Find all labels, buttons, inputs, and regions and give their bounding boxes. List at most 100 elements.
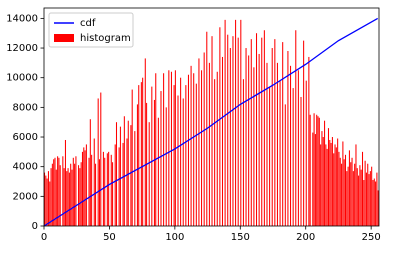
histogram-bar xyxy=(177,95,179,226)
histogram-bar xyxy=(314,134,316,226)
histogram-bar xyxy=(45,175,47,226)
histogram-bar xyxy=(216,71,218,226)
histogram-bar xyxy=(170,71,172,226)
histogram-bar xyxy=(81,151,83,226)
histogram-bar xyxy=(245,48,247,226)
histogram-bar xyxy=(274,39,276,227)
histogram-bar xyxy=(221,56,224,226)
histogram-bar xyxy=(253,67,255,226)
histogram-bar xyxy=(352,171,354,226)
y-tick-label: 14000 xyxy=(6,13,38,24)
y-tick-label: 4000 xyxy=(13,162,38,173)
histogram-bar xyxy=(110,154,112,226)
histogram-bar xyxy=(106,153,108,226)
histogram-bar xyxy=(312,132,314,226)
x-tick-label: 150 xyxy=(231,232,250,243)
histogram-bar xyxy=(148,122,150,226)
histogram-bar xyxy=(195,83,197,226)
histogram-bar xyxy=(377,190,379,226)
histogram-bar xyxy=(365,172,367,226)
histogram-bar xyxy=(290,65,292,226)
legend-label: histogram xyxy=(80,33,131,44)
histogram-bar xyxy=(318,117,320,226)
histogram-bar xyxy=(292,88,294,226)
histogram-bar xyxy=(136,104,138,226)
histogram-bar xyxy=(165,107,167,226)
histogram-bar xyxy=(350,162,352,226)
histogram-bar xyxy=(185,85,187,226)
histogram-bar xyxy=(320,144,322,226)
histogram-bar xyxy=(118,147,120,226)
histogram-bar xyxy=(47,171,49,226)
histogram-bar xyxy=(198,58,200,226)
histogram-bar xyxy=(91,154,93,226)
histogram-bar xyxy=(344,154,347,226)
histogram-bar xyxy=(97,98,99,226)
histogram-bar xyxy=(338,151,340,226)
histogram-bar xyxy=(62,156,64,226)
histogram-bar xyxy=(140,82,142,226)
histogram-bar xyxy=(330,142,332,226)
histogram-bar xyxy=(80,162,82,226)
histogram-bar xyxy=(130,125,132,226)
histogram-bar xyxy=(355,144,357,226)
x-tick-label: 100 xyxy=(165,232,184,243)
histogram-bar xyxy=(351,157,353,226)
x-tick-label: 250 xyxy=(362,232,381,243)
histogram-bar xyxy=(363,180,365,226)
histogram-bar xyxy=(151,86,153,227)
histogram-bar xyxy=(373,178,375,226)
histogram-bar xyxy=(88,157,90,226)
histogram-bar xyxy=(100,92,102,226)
x-tick-label: 0 xyxy=(41,232,47,243)
histogram-bar xyxy=(54,157,56,226)
histogram-bar xyxy=(361,151,364,226)
histogram-bar xyxy=(376,172,378,226)
histogram-bar xyxy=(83,147,85,226)
histogram-bar xyxy=(74,163,76,226)
histogram-bar xyxy=(78,165,80,226)
histogram-bar xyxy=(193,73,195,226)
histogram-bar xyxy=(126,138,128,226)
histogram-bar xyxy=(308,56,310,226)
histogram-bar xyxy=(235,19,237,226)
histogram-bar xyxy=(187,74,189,226)
histogram-bar xyxy=(309,114,311,226)
histogram-bar xyxy=(372,180,374,226)
histogram-bar xyxy=(66,171,68,226)
histogram-bar xyxy=(44,172,46,226)
histogram-bar xyxy=(214,79,216,226)
histogram-bar xyxy=(303,40,305,226)
plot-frame xyxy=(43,7,380,227)
histogram-bar xyxy=(326,148,328,226)
y-tick-label: 10000 xyxy=(6,73,38,84)
histogram-bar xyxy=(300,96,302,227)
histogram-bar xyxy=(55,169,57,226)
histogram-bar xyxy=(364,160,366,226)
histogram-bar xyxy=(104,157,106,226)
histogram-bar xyxy=(305,80,307,227)
histogram-bar xyxy=(248,55,250,227)
histogram-bar xyxy=(322,137,324,226)
histogram-bar xyxy=(329,139,331,226)
histogram-bar xyxy=(64,139,66,226)
histogram-bar xyxy=(58,157,60,226)
y-tick-label: 6000 xyxy=(13,132,38,143)
histogram-bar xyxy=(369,171,371,226)
legend-patch xyxy=(54,34,74,42)
histogram-bar xyxy=(339,157,341,226)
histogram-bar xyxy=(367,163,369,226)
x-tick-label: 200 xyxy=(296,232,315,243)
histogram-bar xyxy=(153,99,155,226)
histogram-bar xyxy=(335,147,337,226)
histogram-bar xyxy=(208,62,210,227)
histogram-bar xyxy=(53,159,55,226)
histogram-bar xyxy=(295,30,297,226)
histogram-bar xyxy=(317,116,319,226)
histogram-bar xyxy=(242,79,244,226)
histogram-bar xyxy=(155,73,157,226)
histogram-bar xyxy=(95,163,97,226)
histogram-bar xyxy=(325,144,327,226)
histogram-bar xyxy=(46,178,48,226)
histogram-bar xyxy=(182,98,184,226)
